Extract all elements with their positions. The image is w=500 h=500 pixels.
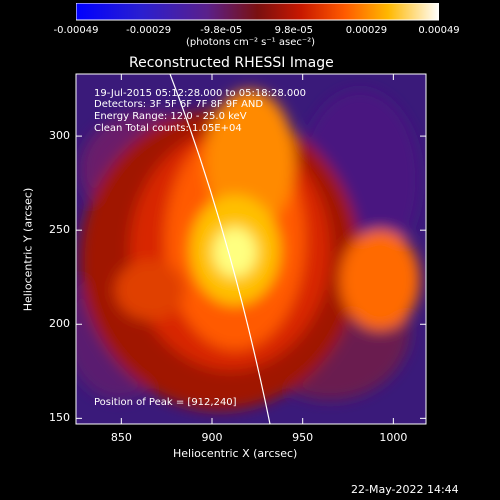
annotation-time: 19-Jul-2015 05:12:28.000 to 05:18:28.000: [94, 88, 306, 99]
x-tick-label: 1000: [379, 431, 408, 444]
axis-ticks: [76, 74, 426, 424]
colorbar-tick-label: -0.00049: [53, 25, 99, 36]
colorbar-tick-label: 0.00029: [345, 25, 388, 36]
x-tick-label: 850: [110, 431, 132, 444]
colorbar-unit-label: (photons cm⁻² s⁻¹ asec⁻²): [186, 37, 316, 48]
x-tick-label: 950: [292, 431, 314, 444]
heatmap-image: [76, 74, 426, 424]
annotation-counts: Clean Total counts: 1.05E+04: [94, 123, 242, 134]
y-tick-label: 300: [49, 129, 70, 143]
y-axis-label: Heliocentric Y (arcsec): [21, 187, 35, 312]
footer-timestamp: 22-May-2022 14:44: [351, 483, 459, 496]
annotation-detectors: Detectors: 3F 5F 6F 7F 8F 9F AND: [94, 99, 264, 110]
y-tick-label: 150: [49, 411, 70, 425]
colorbar-tick-label: -9.8e-05: [200, 25, 243, 36]
x-tick-label: 900: [201, 431, 223, 444]
annotation-peak: Position of Peak = [912,240]: [94, 397, 237, 408]
colorbar: [76, 3, 439, 21]
colorbar-tick-label: 0.00049: [418, 25, 460, 36]
x-axis-label: Heliocentric X (arcsec): [173, 447, 298, 460]
colorbar-tick-label: 9.8e-05: [274, 25, 313, 36]
colorbar-tick-label: -0.00029: [126, 25, 172, 36]
solar-limb-line: [169, 74, 271, 424]
plot-frame: [75, 73, 427, 425]
annotation-energy: Energy Range: 12.0 - 25.0 keV: [94, 111, 247, 122]
chart-title: Reconstructed RHESSI Image: [129, 55, 334, 71]
y-tick-label: 250: [49, 223, 70, 237]
y-tick-label: 200: [49, 317, 70, 331]
